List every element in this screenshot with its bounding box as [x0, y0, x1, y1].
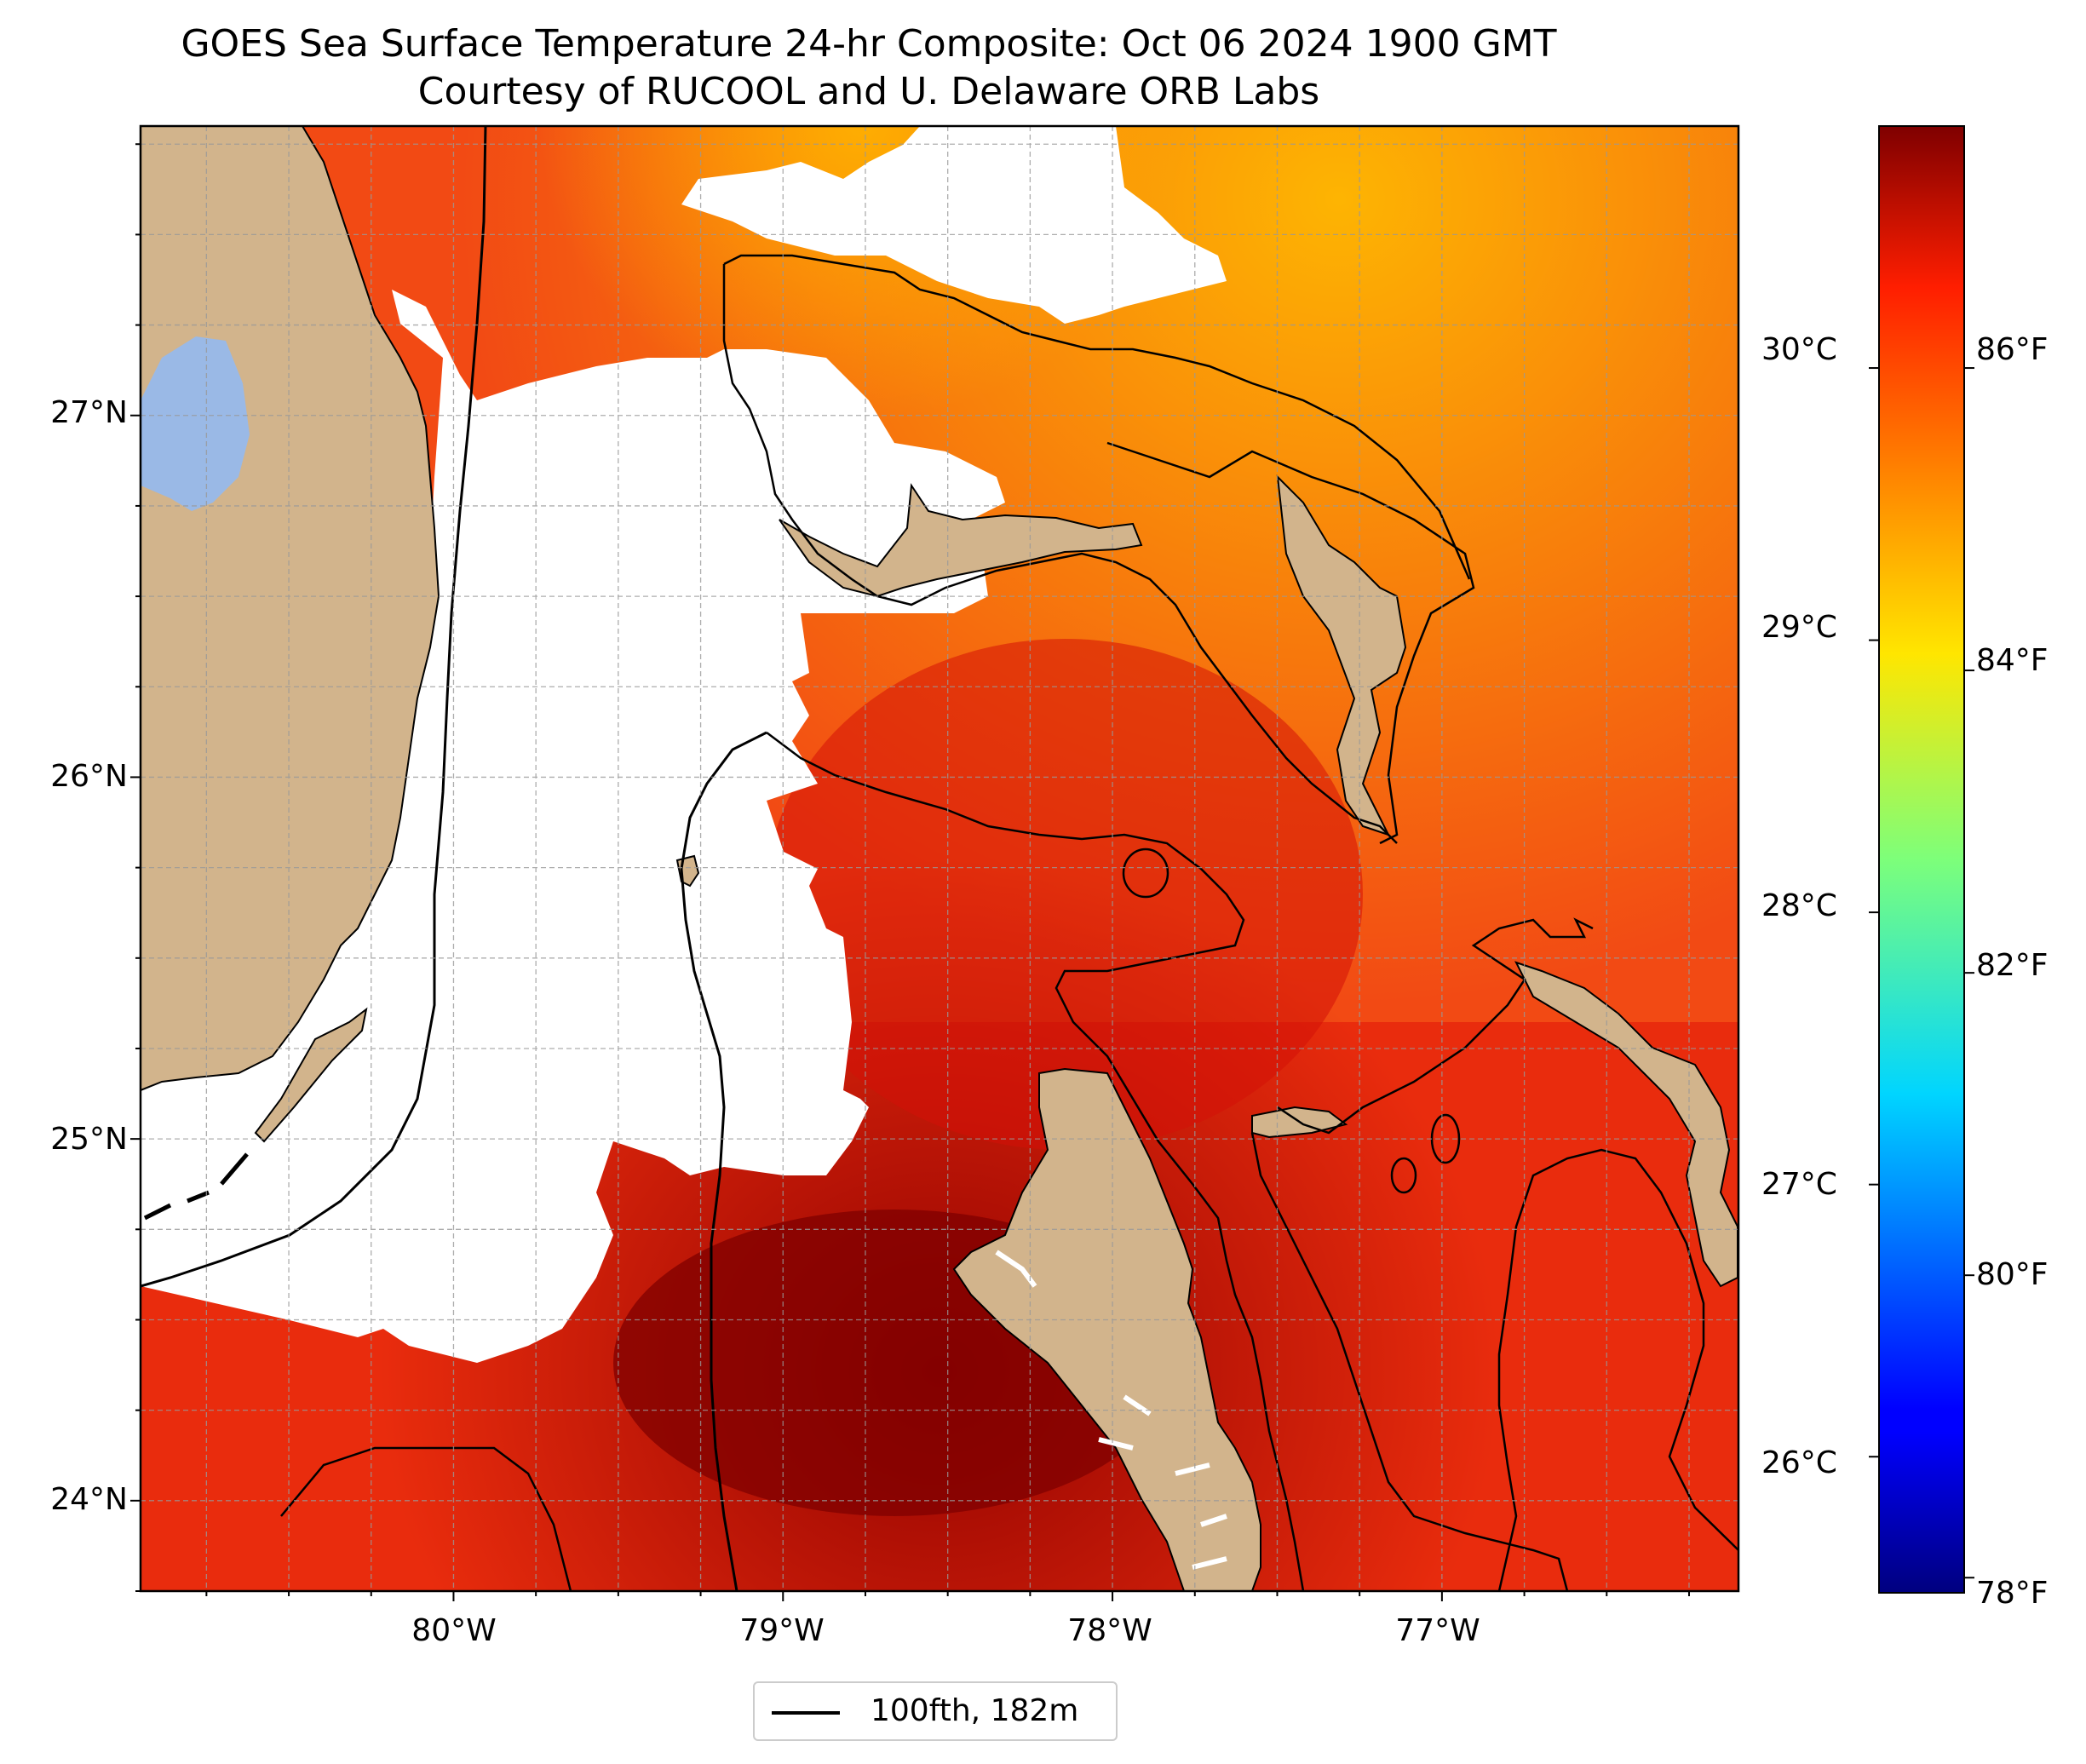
abaco-bank-outline [1106, 441, 1475, 845]
grand-bahama-land [779, 483, 1143, 598]
colorbar-fahrenheit-label: 82°F [1976, 948, 2049, 983]
isobath-florida-straits-west [141, 126, 487, 1288]
keys-segments [143, 1152, 249, 1221]
colorbar-celsius-label: 28°C [1761, 888, 1837, 923]
legend-label: 100fth, 182m [871, 1693, 1079, 1728]
lon-tick-label: 79°W [739, 1613, 825, 1648]
sst-mid-red [767, 639, 1363, 1150]
lat-tick-label: 26°N [50, 759, 128, 794]
colorbar-fahrenheit-label: 80°F [1976, 1257, 2049, 1292]
colorbar-fahrenheit-label: 86°F [1976, 332, 2049, 367]
eleuthera-east [1514, 961, 1738, 1288]
map-ticks [130, 143, 1690, 1601]
isobath-south [280, 1446, 572, 1591]
lat-tick-label: 25°N [50, 1122, 128, 1157]
isobath-exuma-sound [1250, 917, 1738, 1591]
isobath-florida-straits-east [680, 731, 767, 1591]
chart-subtitle: Courtesy of RUCOOL and U. Delaware ORB L… [417, 70, 1320, 113]
cloud-mask [141, 290, 988, 1363]
lon-tick-label: 80°W [411, 1613, 497, 1648]
colorbar-celsius-label: 26°C [1761, 1445, 1837, 1480]
lon-tick-label: 78°W [1067, 1613, 1152, 1648]
map-panel[interactable] [141, 126, 1738, 1591]
colorbar[interactable] [1878, 125, 1965, 1594]
colorbar-fahrenheit-label: 84°F [1976, 643, 2049, 678]
colorbar-celsius-label: 30°C [1761, 332, 1837, 367]
isobath-little-bahama-bank [722, 254, 1471, 844]
chart-title: GOES Sea Surface Temperature 24-hr Compo… [181, 22, 1557, 66]
cloud-mask-north [681, 126, 1227, 324]
lake-okeechobee [141, 336, 250, 511]
abaco-land [1276, 474, 1407, 836]
legend: 100fth, 182m [753, 1681, 1118, 1741]
legend-line-swatch [772, 1711, 840, 1715]
lat-tick-label: 24°N [50, 1482, 128, 1517]
colorbar-celsius-label: 27°C [1761, 1167, 1837, 1202]
andros-creeks [995, 1250, 1227, 1570]
isobath-seamount-2 [1390, 1157, 1417, 1194]
colorbar-fahrenheit-label: 78°F [1976, 1576, 2049, 1611]
lon-tick-label: 77°W [1395, 1613, 1480, 1648]
colorbar-celsius-label: 29°C [1761, 610, 1837, 645]
isobath-great-bahama-bank-north [766, 732, 1305, 1591]
map-frame [139, 124, 1740, 1593]
colorbar-ticks [1869, 367, 1974, 1579]
graticule [141, 126, 1738, 1591]
isobath-andros-north-mound [1122, 848, 1169, 899]
lat-tick-label: 27°N [50, 395, 128, 430]
florida-keys [254, 1007, 368, 1143]
